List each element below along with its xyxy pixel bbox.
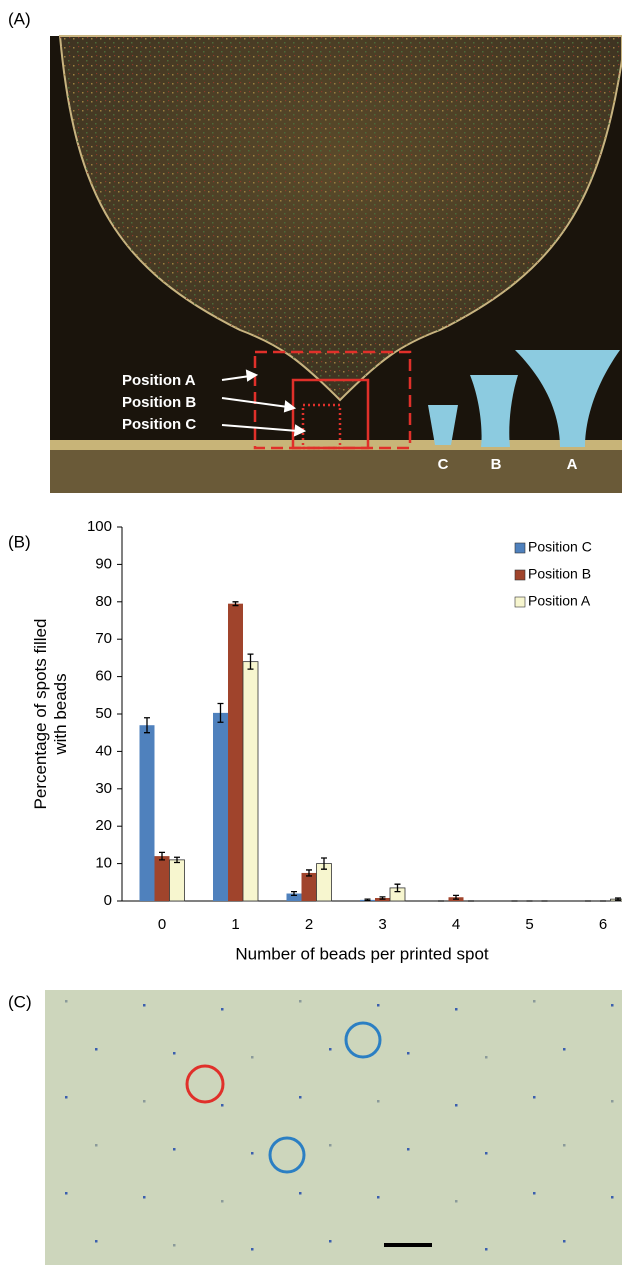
spot bbox=[95, 1144, 98, 1147]
spot bbox=[377, 1100, 380, 1103]
y-tick-label: 90 bbox=[95, 555, 112, 572]
spot bbox=[533, 1192, 536, 1195]
spot bbox=[563, 1048, 566, 1051]
bar bbox=[213, 713, 228, 901]
panel-label: (C) bbox=[8, 992, 32, 1011]
spot bbox=[377, 1004, 380, 1007]
spot bbox=[251, 1248, 254, 1251]
spot bbox=[251, 1056, 254, 1059]
spot bbox=[143, 1004, 146, 1007]
tip-label: B bbox=[491, 456, 502, 473]
y-axis-label: Percentage of spots filledwith beads bbox=[31, 619, 70, 810]
spot bbox=[485, 1056, 488, 1059]
y-tick-label: 30 bbox=[95, 780, 112, 797]
spot bbox=[143, 1196, 146, 1199]
y-tick-label: 80 bbox=[95, 593, 112, 610]
bar bbox=[228, 604, 243, 901]
spot bbox=[65, 1096, 68, 1099]
spot bbox=[533, 1000, 536, 1003]
position-label: Position C bbox=[122, 416, 196, 433]
position-label: Position A bbox=[122, 372, 196, 389]
legend-swatch bbox=[515, 543, 525, 553]
spot bbox=[329, 1048, 332, 1051]
bar bbox=[170, 860, 185, 901]
spot bbox=[299, 1192, 302, 1195]
spot bbox=[485, 1152, 488, 1155]
x-tick-label: 6 bbox=[599, 916, 607, 933]
spot bbox=[611, 1004, 614, 1007]
spot bbox=[563, 1144, 566, 1147]
spot bbox=[299, 1000, 302, 1003]
spot bbox=[299, 1096, 302, 1099]
spot bbox=[455, 1104, 458, 1107]
x-tick-label: 2 bbox=[305, 916, 313, 933]
spot bbox=[173, 1052, 176, 1055]
micrograph bbox=[45, 990, 622, 1265]
legend-swatch bbox=[515, 570, 525, 580]
x-tick-label: 5 bbox=[525, 916, 533, 933]
legend-label: Position A bbox=[528, 593, 591, 609]
spot bbox=[611, 1100, 614, 1103]
panel-label: (A) bbox=[8, 9, 31, 28]
y-tick-label: 50 bbox=[95, 705, 112, 722]
spot bbox=[485, 1248, 488, 1251]
y-tick-label: 10 bbox=[95, 855, 112, 872]
spot bbox=[329, 1144, 332, 1147]
tip-label: C bbox=[438, 456, 449, 473]
spot bbox=[251, 1152, 254, 1155]
bar bbox=[140, 725, 155, 901]
spot bbox=[563, 1240, 566, 1243]
scale-bar bbox=[384, 1243, 432, 1247]
y-axis-label-line: with beads bbox=[51, 673, 70, 755]
x-tick-label: 4 bbox=[452, 916, 460, 933]
spot bbox=[221, 1008, 224, 1011]
spot bbox=[95, 1240, 98, 1243]
x-tick-label: 3 bbox=[378, 916, 386, 933]
spot bbox=[95, 1048, 98, 1051]
spot bbox=[173, 1244, 176, 1247]
y-tick-label: 0 bbox=[104, 892, 112, 909]
spot bbox=[611, 1196, 614, 1199]
spot bbox=[221, 1200, 224, 1203]
spot bbox=[407, 1052, 410, 1055]
spot bbox=[221, 1104, 224, 1107]
spot bbox=[65, 1000, 68, 1003]
spot bbox=[455, 1008, 458, 1011]
bar bbox=[155, 856, 170, 901]
y-axis-label-line: Percentage of spots filled bbox=[31, 619, 50, 810]
spot bbox=[455, 1200, 458, 1203]
spot bbox=[173, 1148, 176, 1151]
bar bbox=[243, 662, 258, 901]
bar bbox=[302, 873, 317, 901]
x-tick-label: 1 bbox=[231, 916, 239, 933]
y-tick-label: 20 bbox=[95, 817, 112, 834]
y-tick-label: 70 bbox=[95, 630, 112, 647]
legend-label: Position B bbox=[528, 566, 591, 582]
x-axis-label: Number of beads per printed spot bbox=[235, 944, 489, 963]
legend-label: Position C bbox=[528, 539, 592, 555]
tip-label: A bbox=[567, 456, 578, 473]
spot bbox=[533, 1096, 536, 1099]
spot bbox=[65, 1192, 68, 1195]
panel-label: (B) bbox=[8, 532, 31, 551]
spot bbox=[377, 1196, 380, 1199]
position-label: Position B bbox=[122, 394, 196, 411]
spot bbox=[143, 1100, 146, 1103]
y-tick-label: 40 bbox=[95, 742, 112, 759]
legend-swatch bbox=[515, 597, 525, 607]
y-tick-label: 60 bbox=[95, 668, 112, 685]
spot bbox=[329, 1240, 332, 1243]
x-tick-label: 0 bbox=[158, 916, 166, 933]
spot bbox=[407, 1148, 410, 1151]
y-tick-label: 100 bbox=[87, 518, 112, 535]
